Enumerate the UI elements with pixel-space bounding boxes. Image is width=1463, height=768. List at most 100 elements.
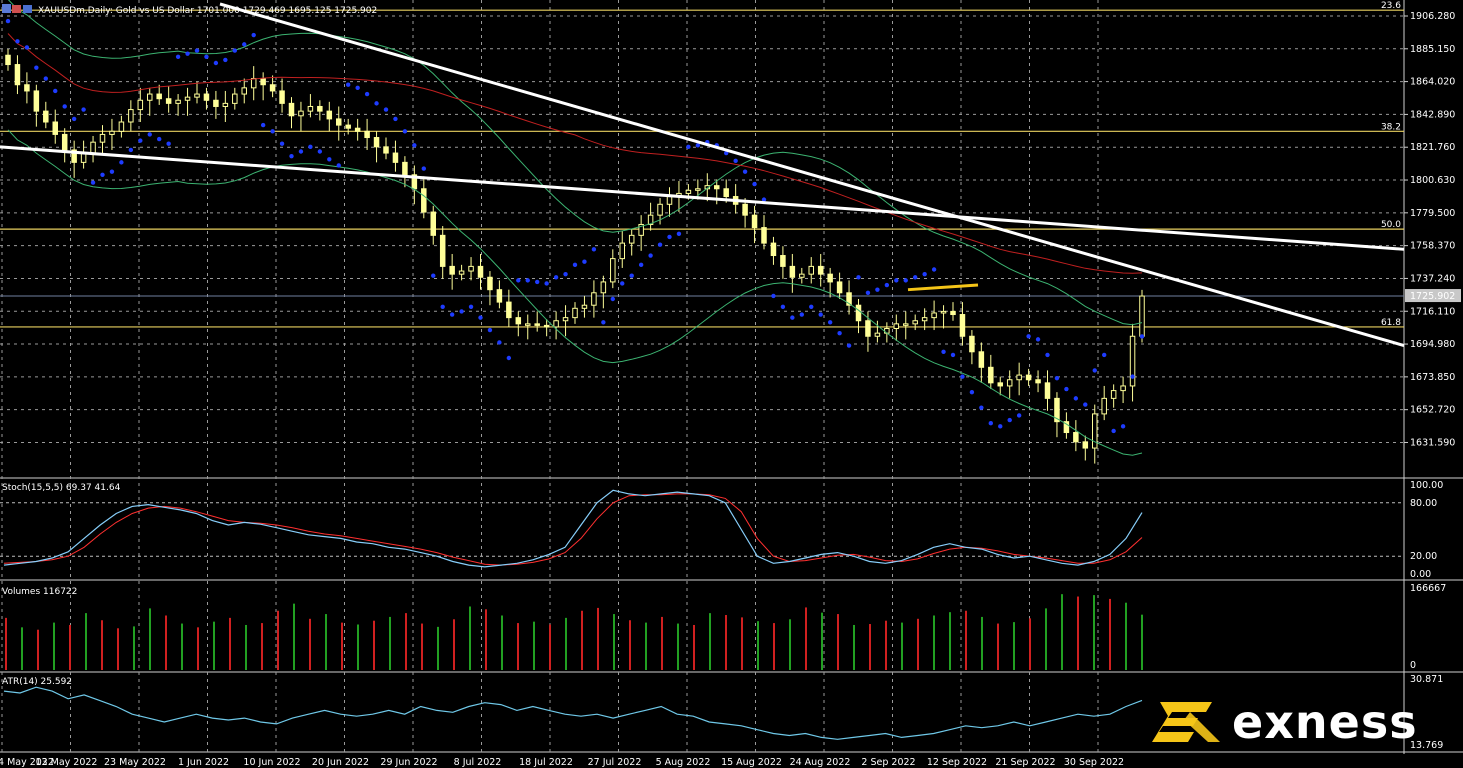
- candle: [1044, 382, 1051, 399]
- psar-dot: [724, 150, 729, 156]
- candle: [874, 332, 881, 337]
- candle: [1025, 374, 1032, 381]
- candle: [1139, 295, 1145, 337]
- candle: [354, 127, 361, 132]
- price-panel[interactable]: 23.6 38.2 50.0 61.8: [0, 0, 1405, 464]
- candle: [364, 130, 370, 139]
- candle: [817, 265, 824, 275]
- candle: [1054, 397, 1060, 423]
- candle: [1006, 379, 1013, 387]
- psar-dot: [506, 355, 512, 361]
- bollinger-upper: [7, 0, 1143, 326]
- candle: [515, 317, 522, 325]
- psar-dot: [100, 172, 105, 177]
- candle: [723, 188, 729, 198]
- candle: [496, 289, 503, 303]
- psar-dot: [1035, 337, 1041, 342]
- psar-dot: [336, 163, 341, 168]
- candle: [780, 255, 786, 267]
- psar-dot: [601, 320, 606, 325]
- psar-dot: [242, 42, 247, 47]
- psar-dot: [979, 405, 984, 410]
- volume-panel[interactable]: [5, 594, 1143, 670]
- psar-dot: [478, 315, 483, 320]
- stochastic-panel[interactable]: [3, 489, 1143, 568]
- candle: [647, 214, 654, 225]
- psar-dot: [969, 389, 975, 395]
- psar-dot: [497, 340, 502, 345]
- psar-dot: [459, 309, 464, 314]
- symbol-title: XAUUSDm,Daily: Gold vs US Dollar 1701.00…: [38, 6, 377, 16]
- psar-dot: [799, 312, 804, 317]
- price-tick-label: 1821.760: [1410, 142, 1455, 153]
- psar-dot: [487, 327, 493, 333]
- psar-dot: [610, 296, 615, 302]
- candle: [14, 64, 21, 86]
- psar-dot: [119, 160, 124, 165]
- candle: [1035, 379, 1041, 384]
- psar-dot: [516, 278, 521, 283]
- psar-dot: [535, 279, 540, 285]
- psar-dot: [667, 234, 672, 240]
- time-tick-label: 15 Aug 2022: [721, 757, 782, 768]
- bollinger-lower: [7, 129, 1143, 456]
- time-tick-label: 27 Jul 2022: [588, 757, 642, 768]
- candle: [232, 93, 238, 104]
- psar-dot: [657, 242, 663, 247]
- candle: [1110, 390, 1117, 399]
- candle: [865, 320, 871, 337]
- candle: [90, 141, 96, 154]
- psar-dot: [1045, 352, 1050, 358]
- candle: [506, 301, 512, 319]
- psar-dot: [922, 271, 927, 277]
- stoch-main-line: [3, 489, 1143, 568]
- highlight-segment: [907, 283, 979, 292]
- candle: [619, 242, 625, 260]
- psar-dot: [468, 304, 474, 309]
- psar-dot: [931, 267, 937, 272]
- psar-dot: [988, 421, 993, 426]
- candle: [326, 110, 333, 120]
- candle: [71, 149, 77, 163]
- psar-dot: [166, 141, 171, 146]
- psar-dot: [790, 315, 795, 320]
- psar-dot: [317, 149, 323, 154]
- candle: [808, 265, 814, 275]
- psar-dot: [364, 91, 370, 97]
- psar-dot: [638, 262, 644, 268]
- candle: [383, 146, 389, 154]
- candle: [345, 124, 351, 129]
- psar-dot: [15, 39, 20, 44]
- time-tick-label: 18 Jul 2022: [519, 757, 573, 768]
- candle: [921, 317, 928, 322]
- price-tick-label: 1800.630: [1410, 175, 1455, 186]
- candle: [940, 310, 947, 314]
- brand-logo: exness: [1150, 694, 1418, 750]
- psar-dot: [34, 65, 39, 70]
- candle: [997, 382, 1003, 387]
- candle: [430, 211, 436, 236]
- candle: [789, 265, 796, 278]
- candle: [373, 137, 380, 148]
- psar-dot: [402, 129, 408, 134]
- candle: [194, 93, 200, 98]
- psar-dot: [138, 138, 143, 143]
- psar-dot: [194, 48, 200, 53]
- trendline-upper: [0, 145, 1405, 251]
- candle: [581, 304, 588, 309]
- psar-dot: [856, 275, 861, 280]
- psar-dot: [431, 273, 436, 278]
- price-tick-label: 1652.720: [1410, 405, 1455, 416]
- brand-name: exness: [1232, 695, 1418, 749]
- time-tick-label: 20 Jun 2022: [312, 757, 369, 768]
- time-tick-label: 8 Jul 2022: [454, 757, 502, 768]
- time-tick-label: 10 Jun 2022: [243, 757, 300, 768]
- time-tick-label: 13 May 2022: [36, 757, 98, 768]
- volume-tick-label: 0: [1410, 660, 1416, 671]
- atr-panel[interactable]: [3, 686, 1143, 740]
- psar-dot: [1054, 375, 1060, 381]
- candle: [288, 102, 295, 117]
- psar-dot: [752, 181, 757, 187]
- candle: [477, 265, 484, 278]
